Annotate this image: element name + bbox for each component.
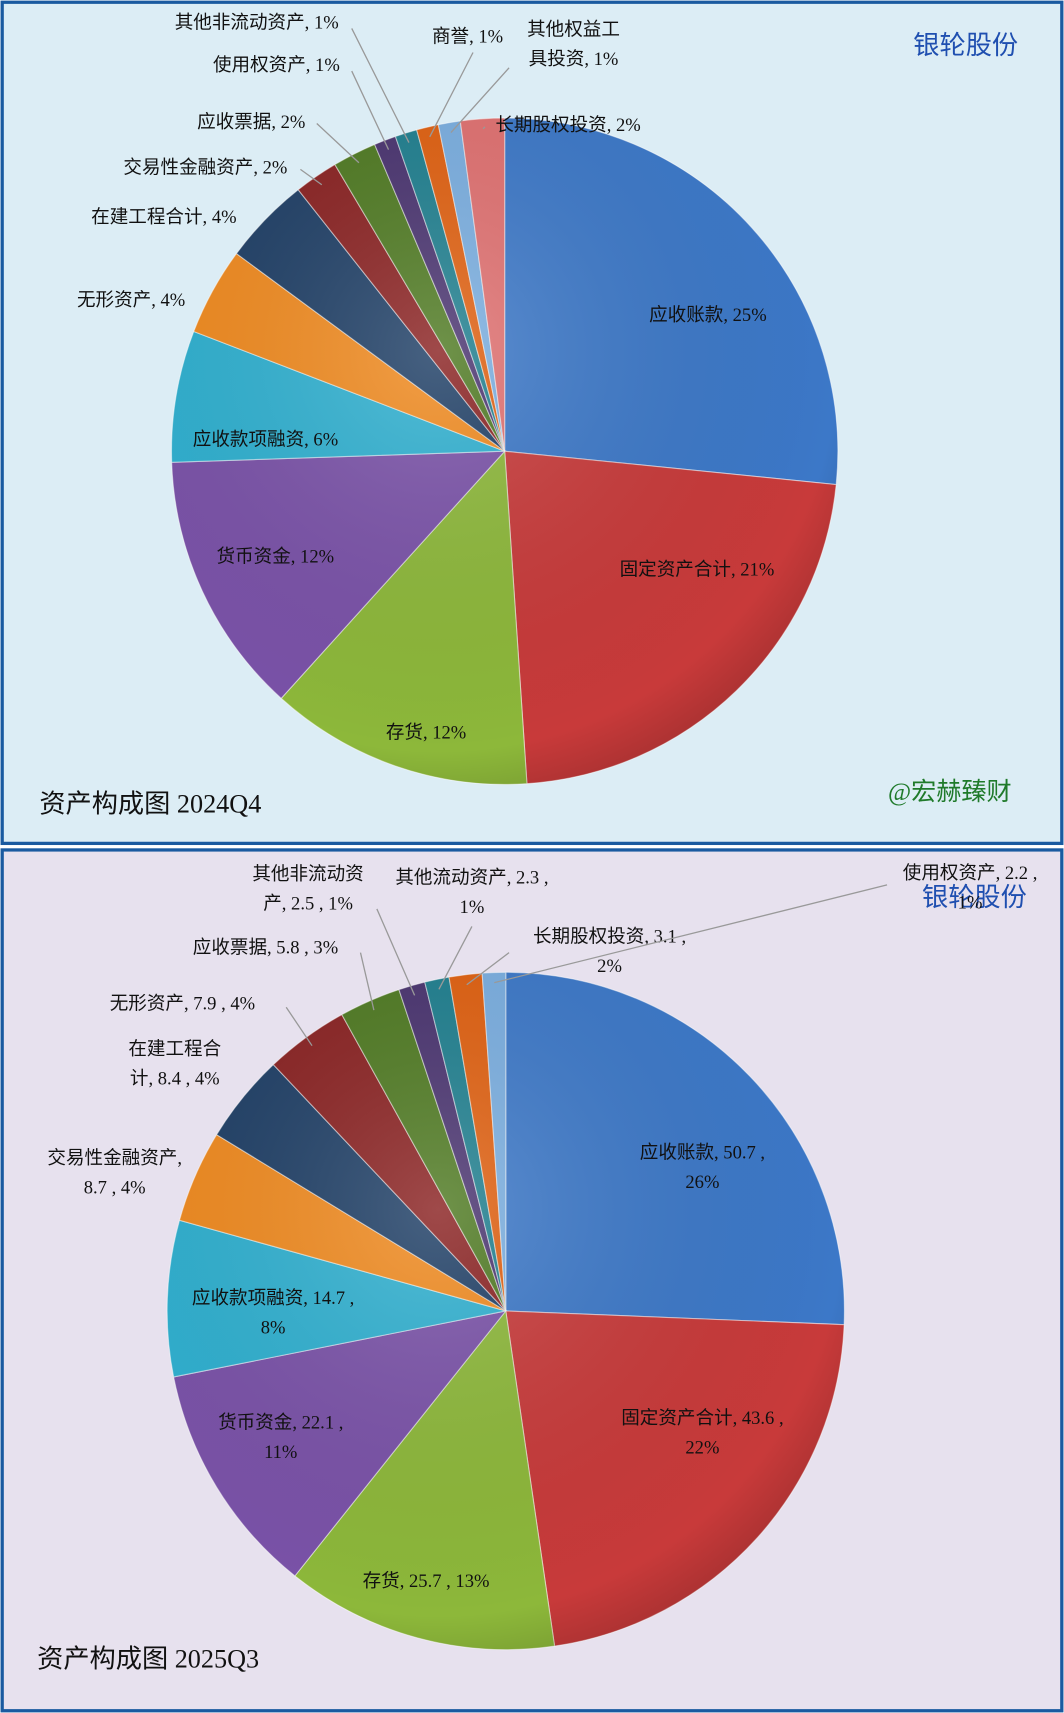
leader-line [359, 952, 375, 1011]
data-label: 在建工程合计, 8.4 , 4% [128, 1039, 221, 1089]
data-label: 长期股权投资, 2% [495, 115, 640, 136]
data-label: 使用权资产, 2.2 , 1% [903, 863, 1038, 913]
leader-line [494, 884, 888, 984]
data-label: 货币资金, 12% [217, 547, 335, 568]
data-label: 无形资产, 4% [77, 290, 185, 311]
brand: 银轮股份 [922, 883, 1027, 912]
leader-line [316, 123, 360, 164]
data-label: 商誉, 1% [432, 27, 503, 48]
leader-line [450, 67, 510, 133]
leader-line [466, 952, 510, 986]
data-label: 交易性金融资产, 8.7 , 4% [47, 1148, 182, 1198]
chart-title: 资产构成图 2025Q3 [37, 1645, 259, 1674]
leader-line [482, 126, 486, 130]
data-label: 其他非流动资产, 1% [175, 12, 339, 33]
leader-line [376, 908, 416, 996]
data-label: 无形资产, 7.9 , 4% [110, 993, 255, 1014]
data-label: 在建工程合计, 4% [91, 207, 236, 228]
data-label: 存货, 12% [386, 722, 466, 743]
data-label: 交易性金融资产, 2% [123, 158, 287, 179]
brand: 银轮股份 [913, 31, 1018, 60]
data-label: 其他权益工具投资, 1% [527, 20, 620, 70]
chart-title: 资产构成图 2024Q4 [39, 789, 261, 818]
data-label: 应收款项融资, 14.7 , 8% [192, 1288, 354, 1338]
watermark: @宏赫臻财 [888, 778, 1012, 806]
leader-line [438, 926, 473, 990]
data-label: 固定资产合计, 43.6 , 22% [621, 1408, 783, 1458]
leader-line [429, 52, 474, 138]
data-label: 应收票据, 2% [197, 112, 305, 133]
data-label: 固定资产合计, 21% [620, 560, 775, 581]
data-label: 应收账款, 25% [649, 305, 767, 326]
data-label: 其他流动资产, 2.3 , 1% [395, 868, 548, 918]
data-label: 货币资金, 22.1 , 11% [218, 1413, 343, 1463]
data-label: 长期股权投资, 3.1 , 2% [533, 927, 686, 977]
leader-line [285, 1006, 313, 1047]
data-label: 存货, 25.7 , 13% [363, 1571, 490, 1592]
data-label: 应收款项融资, 6% [193, 430, 338, 451]
data-label: 使用权资产, 1% [213, 55, 340, 76]
leader-line [300, 168, 323, 186]
data-label: 应收票据, 5.8 , 3% [193, 938, 338, 959]
data-label: 其他非流动资产, 2.5 , 1% [252, 864, 363, 914]
leader-line [351, 70, 390, 150]
data-label: 应收账款, 50.7 , 26% [640, 1143, 765, 1193]
leader-line [351, 28, 410, 143]
